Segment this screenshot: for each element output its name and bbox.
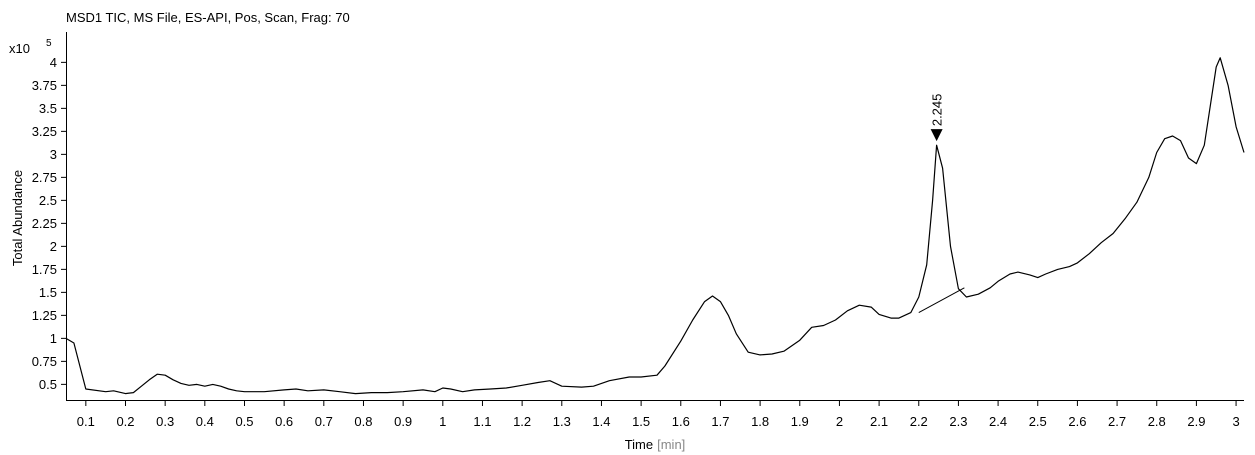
x-tick-label: 0.8	[354, 414, 372, 429]
x-tick-label: 0.2	[116, 414, 134, 429]
x-tick-label: 2.4	[989, 414, 1007, 429]
x-tick-label: 1.5	[632, 414, 650, 429]
y-tick-label: 0.75	[32, 354, 57, 369]
x-axis-label-text: Time	[625, 437, 653, 452]
peak-label: 2.245	[930, 94, 945, 127]
x-tick-label: 0.1	[77, 414, 95, 429]
x-tick-label: 3	[1232, 414, 1239, 429]
chart-title: MSD1 TIC, MS File, ES-API, Pos, Scan, Fr…	[66, 10, 350, 25]
x-tick-label: 2.9	[1187, 414, 1205, 429]
x-tick-label: 2.1	[870, 414, 888, 429]
y-axis-label: Total Abundance	[10, 170, 25, 266]
y-tick-label: 2.75	[32, 170, 57, 185]
x-tick-label: 2.8	[1148, 414, 1166, 429]
x-tick-label: 2.6	[1068, 414, 1086, 429]
x-tick-label: 0.6	[275, 414, 293, 429]
x-tick-label: 1.2	[513, 414, 531, 429]
y-tick-label: 4	[50, 55, 57, 70]
y-tick-label: 3.25	[32, 124, 57, 139]
y-tick-label: 1.75	[32, 262, 57, 277]
x-tick-label: 1.3	[553, 414, 571, 429]
y-tick-label: 2	[50, 239, 57, 254]
x-tick-label: 0.4	[196, 414, 214, 429]
x-axis-unit: [min]	[657, 437, 685, 452]
x-tick-label: 1	[439, 414, 446, 429]
x-tick-label: 1.6	[672, 414, 690, 429]
x-tick-label: 1.4	[592, 414, 610, 429]
x-tick-label: 2.2	[910, 414, 928, 429]
x-tick-label: 1.1	[473, 414, 491, 429]
y-tick-label: 3	[50, 147, 57, 162]
x-tick-label: 0.9	[394, 414, 412, 429]
x-tick-label: 0.3	[156, 414, 174, 429]
x-tick-label: 2.3	[949, 414, 967, 429]
tic-trace-line	[65, 57, 1245, 395]
y-tick-label: 1.5	[39, 285, 57, 300]
integration-baseline	[918, 287, 965, 314]
y-tick-label: 2.25	[32, 216, 57, 231]
x-tick-label: 1.8	[751, 414, 769, 429]
y-tick-label: 1	[50, 331, 57, 346]
x-tick-label: 0.5	[235, 414, 253, 429]
x-tick-label: 2	[836, 414, 843, 429]
y-tick-label: 3.75	[32, 78, 57, 93]
x-tick-label: 2.5	[1029, 414, 1047, 429]
y-tick-label: 3.5	[39, 101, 57, 116]
y-exponent: 5	[46, 38, 52, 49]
plot-area: 2.245	[65, 57, 1245, 395]
x-tick-label: 2.7	[1108, 414, 1126, 429]
peak-marker	[930, 129, 943, 142]
y-tick-label: 2.5	[39, 193, 57, 208]
x-tick-label: 1.7	[711, 414, 729, 429]
y-tick-label: 0.5	[39, 377, 57, 392]
x-axis-label: Time [min]	[625, 437, 686, 452]
y-axis-ticks: 0.5 0.75 1 1.25 1.5 1.75 2 2.25 2.5 2.75 3 3.25 3.5 3…	[32, 55, 66, 392]
y-multiplier: x10	[9, 41, 30, 56]
y-tick-label: 1.25	[32, 308, 57, 323]
x-tick-label: 1.9	[791, 414, 809, 429]
x-axis-ticks: 0.1 0.2 0.3 0.4 0.5 0.6 0.7 0.8 0.9 1 1.1 1.2 1.3 1.4…	[77, 400, 1240, 429]
x-tick-label: 0.7	[315, 414, 333, 429]
